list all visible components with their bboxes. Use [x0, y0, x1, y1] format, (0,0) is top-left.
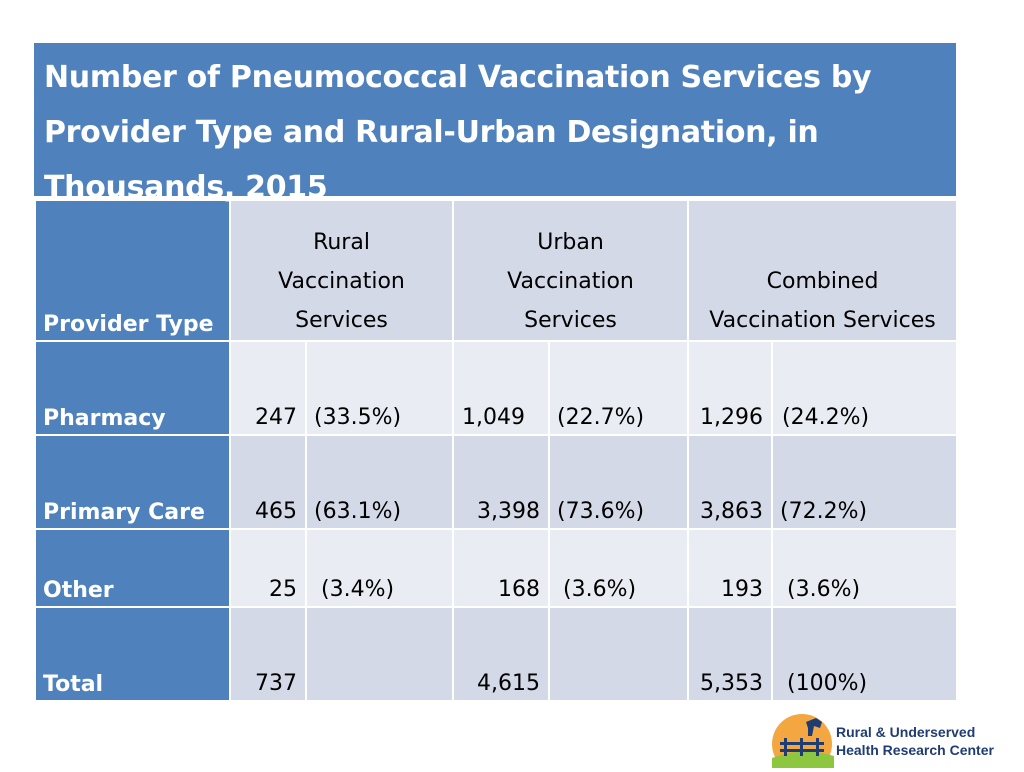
- row-label: Total: [34, 606, 231, 702]
- header-row: Provider Type Rural Vaccination Services…: [34, 199, 959, 342]
- rural-count: 465: [229, 434, 307, 530]
- rural-header-line-1: Rural: [313, 230, 370, 255]
- combined-percent: (72.2%): [771, 434, 959, 530]
- rural-underserved-logo: Rural & Underserved Health Research Cent…: [772, 706, 1022, 772]
- urban-count: 4,615: [452, 606, 551, 702]
- sunrise-fence-icon: [772, 714, 834, 772]
- title-line-2: Provider Type and Rural-Urban Designatio…: [44, 115, 819, 150]
- row-label: Primary Care: [34, 434, 231, 530]
- rural-count: 247: [229, 340, 307, 436]
- table-row: Primary Care 465 (63.1%) 3,398 (73.6%) 3…: [34, 434, 959, 530]
- urban-percent: (3.6%): [548, 528, 690, 608]
- combined-count: 1,296: [687, 340, 774, 436]
- logo-line-2: Health Research Center: [836, 742, 994, 758]
- row-label: Pharmacy: [34, 340, 231, 436]
- rural-header: Rural Vaccination Services: [228, 199, 455, 342]
- data-grid: Provider Type Rural Vaccination Services…: [34, 199, 959, 702]
- table-title: Number of Pneumococcal Vaccination Servi…: [34, 43, 956, 205]
- combined-percent: (100%): [771, 606, 959, 702]
- rural-percent: (33.5%): [304, 340, 455, 436]
- urban-count: 3,398: [452, 434, 551, 530]
- rural-count: 737: [229, 606, 307, 702]
- rural-percent: [304, 606, 455, 702]
- combined-percent: (3.6%): [771, 528, 959, 608]
- combined-header-line-1: Combined: [766, 269, 879, 294]
- rural-header-line-2: Vaccination: [278, 269, 405, 294]
- rural-count: 25: [229, 528, 307, 608]
- urban-header-line-1: Urban: [537, 230, 604, 255]
- logo-line-1: Rural & Underserved: [836, 724, 976, 740]
- provider-type-header: Provider Type: [34, 199, 231, 342]
- urban-percent: (73.6%): [548, 434, 690, 530]
- logo-text: Rural & Underserved Health Research Cent…: [836, 723, 994, 759]
- urban-percent: [548, 606, 690, 702]
- table-row: Total 737 4,615 5,353 (100%): [34, 606, 959, 702]
- combined-percent: (24.2%): [771, 340, 959, 436]
- table-row: Other 25 (3.4%) 168 (3.6%) 193 (3.6%): [34, 528, 959, 608]
- vaccination-table: Number of Pneumococcal Vaccination Servi…: [34, 43, 959, 702]
- rural-percent: (63.1%): [304, 434, 455, 530]
- combined-header: Combined Vaccination Services: [687, 199, 959, 342]
- urban-percent: (22.7%): [548, 340, 690, 436]
- urban-header-line-2: Vaccination: [507, 269, 634, 294]
- rural-percent: (3.4%): [304, 528, 455, 608]
- title-line-3: Thousands, 2015: [44, 170, 328, 205]
- title-line-1: Number of Pneumococcal Vaccination Servi…: [44, 60, 872, 95]
- urban-header-line-3: Services: [524, 308, 617, 333]
- table-row: Pharmacy 247 (33.5%) 1,049 (22.7%) 1,296…: [34, 340, 959, 436]
- combined-header-line-2: Vaccination Services: [709, 308, 936, 333]
- combined-count: 3,863: [687, 434, 774, 530]
- urban-count: 168: [452, 528, 551, 608]
- urban-header: Urban Vaccination Services: [452, 199, 690, 342]
- combined-count: 5,353: [687, 606, 774, 702]
- combined-count: 193: [687, 528, 774, 608]
- urban-count: 1,049: [452, 340, 551, 436]
- rural-header-line-3: Services: [295, 308, 388, 333]
- row-label: Other: [34, 528, 231, 608]
